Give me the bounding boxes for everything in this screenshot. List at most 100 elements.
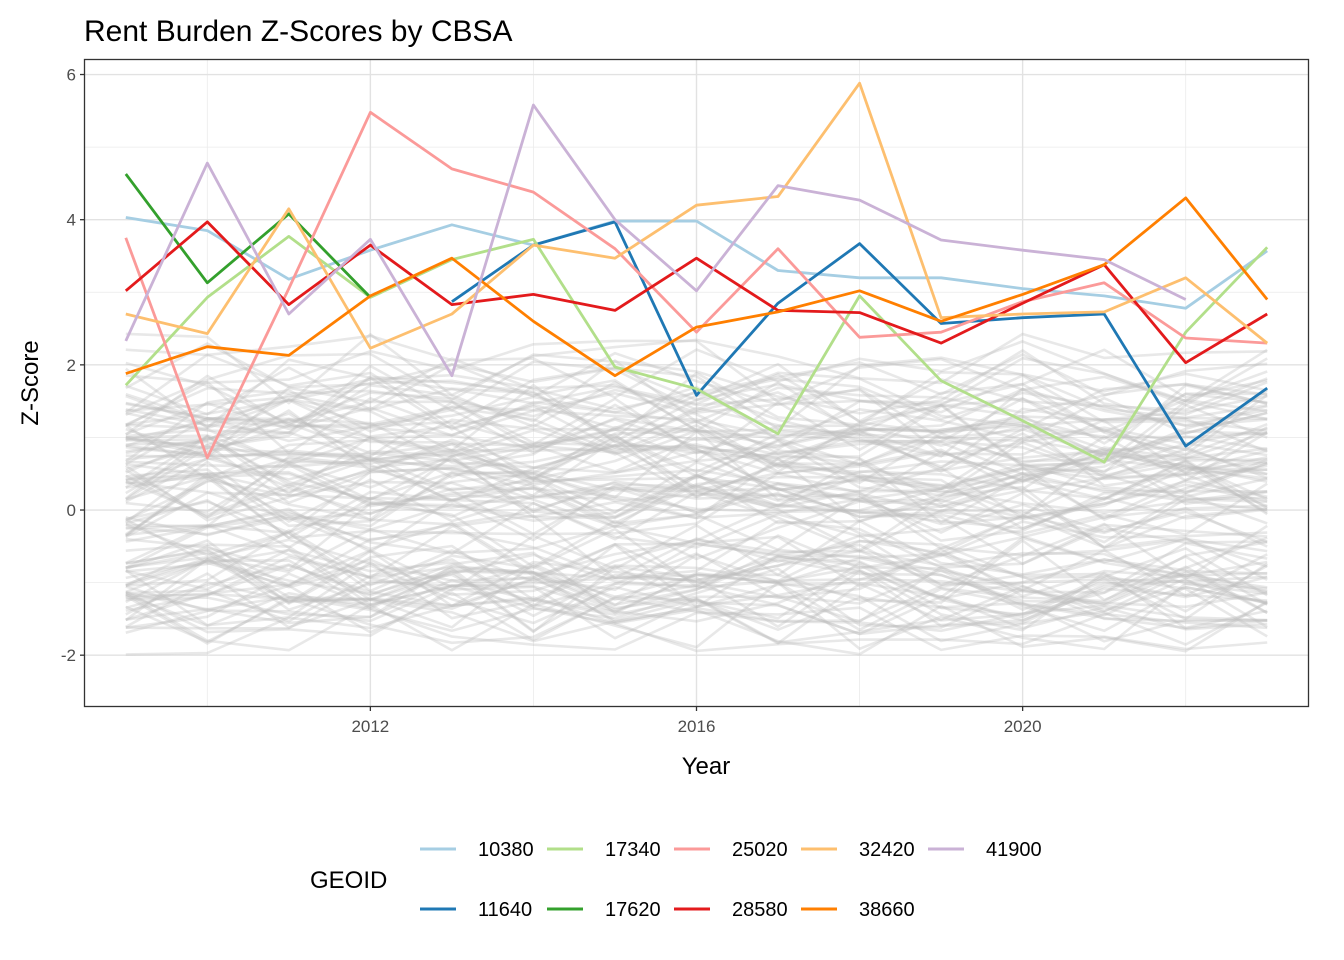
background-series-line [125,471,1268,537]
background-series-line [125,552,1268,623]
background-series-line [125,457,1268,520]
highlighted-series [124,81,1269,464]
background-series-line [125,540,1268,610]
series-line-10380 [125,216,1269,310]
background-series-line [125,387,1268,458]
background-series-line [125,450,1268,524]
background-series-line [125,426,1268,492]
background-series-line [125,392,1268,461]
background-series-line [125,342,1268,406]
background-series-line [125,571,1268,643]
background-series-line [125,468,1268,530]
series-line-32420 [125,81,1269,350]
background-series-line [125,418,1268,479]
background-series-line [125,519,1268,592]
background-series-line [125,451,1268,526]
x-axis: 2012 2016 2020 [351,706,1042,736]
background-series-line [125,461,1268,536]
y-tick-label: 6 [67,66,76,85]
background-series-line [125,578,1268,646]
background-series-line [125,554,1268,625]
background-series-line [125,388,1268,463]
background-series-line [125,543,1268,608]
background-series-line [125,531,1268,595]
chart-title: Rent Burden Z-Scores by CBSA [84,15,513,48]
background-series-line [125,564,1268,632]
background-series-line [125,383,1268,455]
background-series-line [125,332,1268,405]
background-series-line [125,411,1268,476]
background-series-line [125,462,1268,522]
background-series-line [125,448,1268,516]
background-series-line [125,539,1268,602]
background-series-line [125,581,1268,652]
y-tick-label: -2 [61,646,76,665]
background-series-line [125,516,1268,580]
background-series-line [125,476,1268,552]
background-series-line [125,541,1268,597]
legend-label-28580: 28580 [732,899,788,921]
background-series-line [125,559,1268,624]
background-series-line [125,538,1268,605]
background-series-line [125,596,1268,656]
background-series-line [125,386,1268,458]
background-series-line [125,575,1268,643]
background-series-line [125,559,1268,633]
background-series-line [125,468,1268,539]
background-series [125,332,1268,656]
background-series-line [125,500,1268,572]
background-series-line [125,433,1268,500]
legend-label-17620: 17620 [605,899,661,921]
background-series-line [125,573,1268,632]
background-series-line [125,353,1268,427]
background-series-line [125,553,1268,612]
background-series-line [125,442,1268,486]
background-series-line [125,557,1268,629]
background-series-line [125,591,1268,652]
legend-label-41900: 41900 [986,839,1042,861]
legend-title: GEOID [310,867,387,894]
background-series-line [125,403,1268,474]
background-series-line [125,334,1268,407]
background-series-line [125,536,1268,599]
background-series-line [125,429,1268,501]
grid [85,60,1308,706]
y-axis: -2 0 2 4 6 [61,66,85,665]
background-series-line [125,428,1268,489]
legend-label-38660: 38660 [859,899,915,921]
background-series-line [125,359,1268,426]
legend-label-10380: 10380 [478,839,534,861]
background-series-line [125,418,1268,471]
background-series-line [125,503,1268,578]
background-series-line [125,481,1268,557]
y-tick-label: 4 [67,211,76,230]
background-series-line [125,403,1268,476]
background-series-line [125,417,1268,481]
background-series-line [125,478,1268,550]
background-series-line [125,451,1268,525]
background-series-line [125,536,1268,606]
background-series-line [125,471,1268,542]
legend: 10380 11640 17340 17620 25020 28580 32420 38660… [420,839,1042,921]
background-series-line [125,565,1268,633]
background-series-line [125,424,1268,497]
background-series-line [125,548,1268,612]
background-series-line [125,395,1268,469]
background-series-line [125,572,1268,644]
background-series-line [125,454,1268,523]
background-series-line [125,584,1268,653]
background-series-line [125,379,1268,436]
y-axis-title: Z-Score [17,340,44,425]
background-series-line [125,397,1268,464]
background-series-line [125,551,1268,615]
series-line-25020 [124,110,1268,460]
background-series-line [125,565,1268,636]
background-series-line [125,400,1268,467]
legend-label-11640: 11640 [478,899,532,921]
background-series-line [125,490,1268,555]
background-series-line [125,463,1268,537]
background-series-line [125,483,1268,554]
background-series-line [125,547,1268,608]
series-line-17620 [124,173,372,299]
